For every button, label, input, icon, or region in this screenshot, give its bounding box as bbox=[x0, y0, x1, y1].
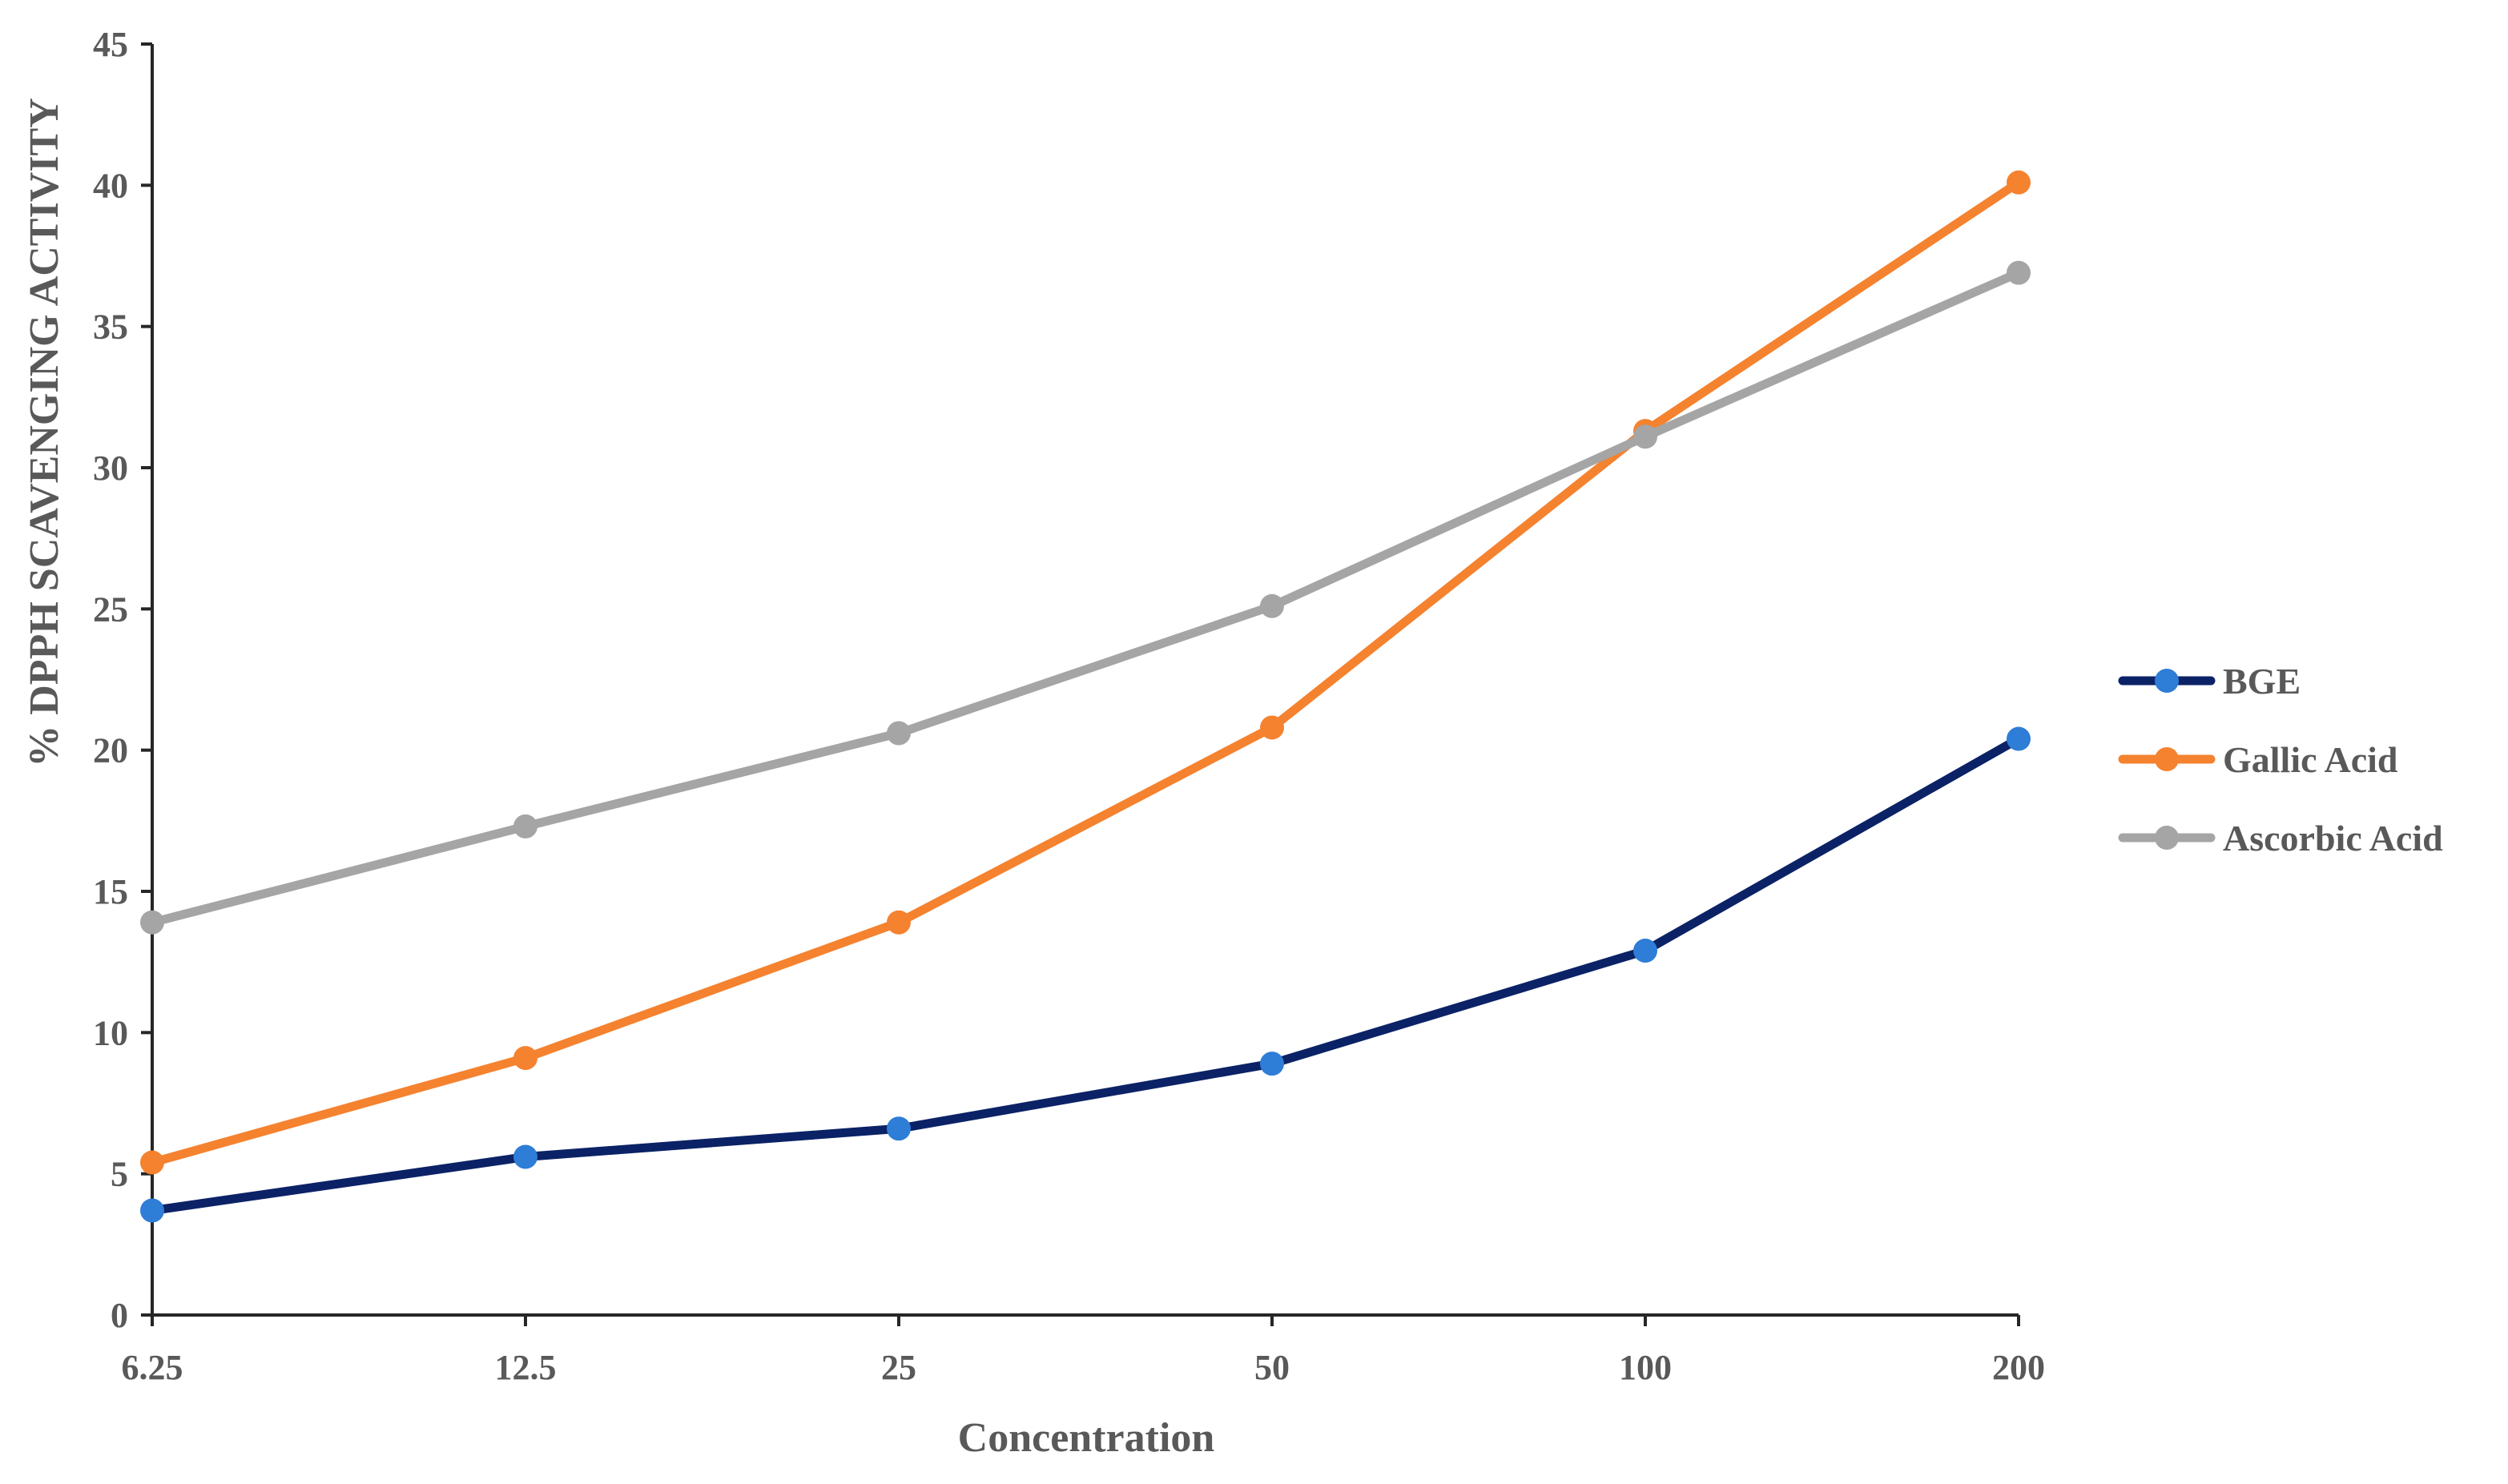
data-point bbox=[513, 1046, 537, 1071]
data-point bbox=[2007, 260, 2031, 285]
x-tick-label: 12.5 bbox=[495, 1348, 557, 1387]
series-ascorbic-acid bbox=[140, 260, 2031, 935]
x-tick-label: 200 bbox=[1992, 1348, 2045, 1387]
x-tick-label: 100 bbox=[1619, 1348, 1672, 1387]
series-gallic-acid bbox=[140, 170, 2031, 1175]
data-point bbox=[1260, 593, 1284, 618]
y-tick-label: 40 bbox=[93, 166, 128, 205]
y-axis-title: % DPPH SCAVENGING ACTIVITY bbox=[22, 98, 67, 767]
x-axis-title: Concentration bbox=[958, 1415, 1215, 1461]
data-point bbox=[140, 1198, 164, 1223]
data-point bbox=[887, 1116, 911, 1141]
y-tick-label: 5 bbox=[111, 1155, 128, 1194]
y-tick-label: 35 bbox=[93, 308, 128, 347]
data-point bbox=[1633, 939, 1657, 963]
data-point bbox=[887, 721, 911, 746]
data-point bbox=[1633, 424, 1657, 449]
legend-item: Ascorbic Acid bbox=[2118, 818, 2443, 859]
series-line bbox=[147, 268, 2023, 927]
y-tick-label: 10 bbox=[93, 1013, 128, 1052]
data-point bbox=[887, 910, 911, 935]
data-point bbox=[1260, 1052, 1284, 1076]
legend-swatch-marker bbox=[2155, 826, 2179, 850]
x-tick-label: 50 bbox=[1254, 1348, 1290, 1387]
y-tick-label: 25 bbox=[93, 589, 128, 629]
x-tick-label: 6.25 bbox=[122, 1348, 183, 1387]
y-tick-label: 30 bbox=[93, 448, 128, 488]
legend: BGE Gallic Acid Ascorbic Acid bbox=[2118, 661, 2443, 859]
data-point bbox=[140, 1150, 164, 1175]
axes bbox=[151, 44, 2019, 1317]
x-axis-ticks: 6.25 12.5 25 50 100 200 bbox=[122, 1315, 2045, 1387]
data-point bbox=[140, 910, 164, 935]
series-line bbox=[147, 734, 2023, 1216]
y-tick-label: 15 bbox=[93, 872, 128, 911]
y-tick-label: 20 bbox=[93, 731, 128, 770]
y-tick-label: 0 bbox=[111, 1296, 128, 1335]
legend-item: Gallic Acid bbox=[2118, 739, 2398, 780]
data-point bbox=[2007, 726, 2031, 751]
legend-item: BGE bbox=[2118, 661, 2301, 702]
legend-label: BGE bbox=[2223, 661, 2301, 702]
series-layer bbox=[140, 170, 2031, 1223]
series-line bbox=[147, 178, 2023, 1168]
data-point bbox=[1260, 715, 1284, 740]
data-point bbox=[513, 814, 537, 839]
legend-swatch-marker bbox=[2155, 669, 2179, 693]
data-point bbox=[513, 1144, 537, 1169]
x-tick-label: 25 bbox=[881, 1348, 916, 1387]
y-axis-ticks: 0 5 10 15 20 25 30 35 40 45 bbox=[93, 25, 152, 1335]
data-point bbox=[2007, 170, 2031, 195]
legend-label: Gallic Acid bbox=[2223, 739, 2398, 780]
legend-label: Ascorbic Acid bbox=[2223, 818, 2443, 859]
y-tick-label: 45 bbox=[93, 25, 128, 64]
legend-swatch-marker bbox=[2155, 747, 2179, 771]
series-bge bbox=[140, 726, 2031, 1223]
